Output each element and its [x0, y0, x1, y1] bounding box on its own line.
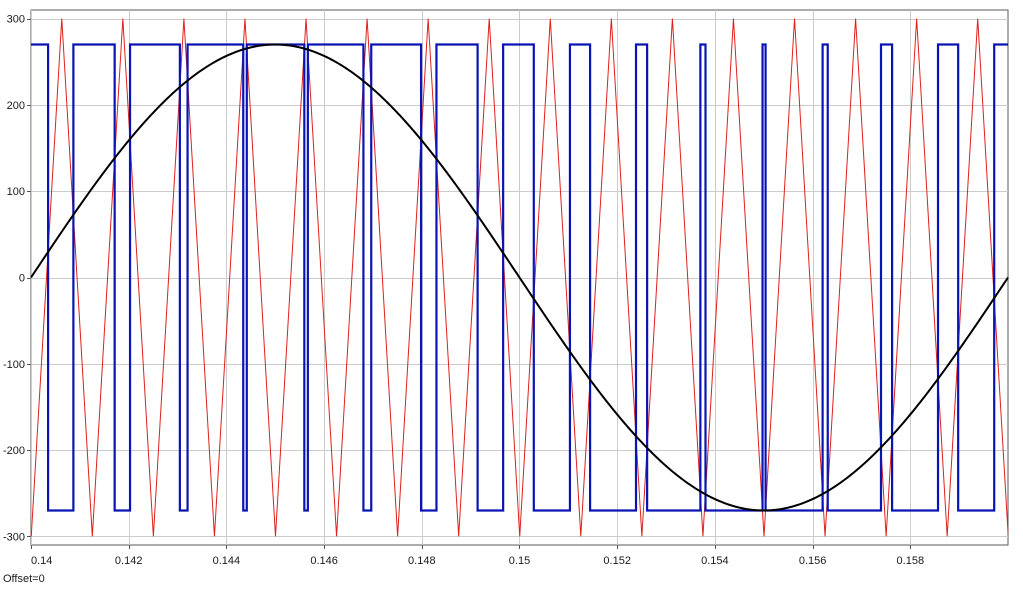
y-tick-label: 300	[7, 14, 25, 26]
x-tick-label: 0.156	[799, 555, 827, 567]
x-axis: 0.14 0.142 0.144 0.146 0.148 0.15 0.152 0.154 0.…	[31, 545, 924, 567]
x-tick-label: 0.152	[603, 555, 631, 567]
y-tick-label: -100	[3, 359, 25, 371]
pwm-output-line	[31, 43, 1008, 512]
series-layer	[30, 18, 1009, 537]
y-tick-label: 200	[7, 100, 25, 112]
offset-label: Offset=0	[3, 573, 45, 585]
y-tick-label: 100	[7, 186, 25, 198]
x-tick-label: 0.154	[701, 555, 729, 567]
y-axis: 300 200 100 0 -100 -200 -300	[3, 14, 31, 543]
y-tick-label: -300	[3, 531, 25, 543]
x-tick-label: 0.142	[115, 555, 143, 567]
x-tick-label: 0.158	[897, 555, 925, 567]
reference-sine-line	[30, 43, 1009, 512]
carrier-wave-line	[30, 18, 1009, 537]
x-tick-label: 0.148	[408, 555, 436, 567]
x-tick-label: 0.146	[310, 555, 338, 567]
y-tick-label: -200	[3, 445, 25, 457]
x-tick-label: 0.15	[509, 555, 530, 567]
y-tick-label: 0	[19, 273, 25, 285]
x-tick-label: 0.14	[31, 555, 52, 567]
x-tick-label: 0.144	[213, 555, 241, 567]
